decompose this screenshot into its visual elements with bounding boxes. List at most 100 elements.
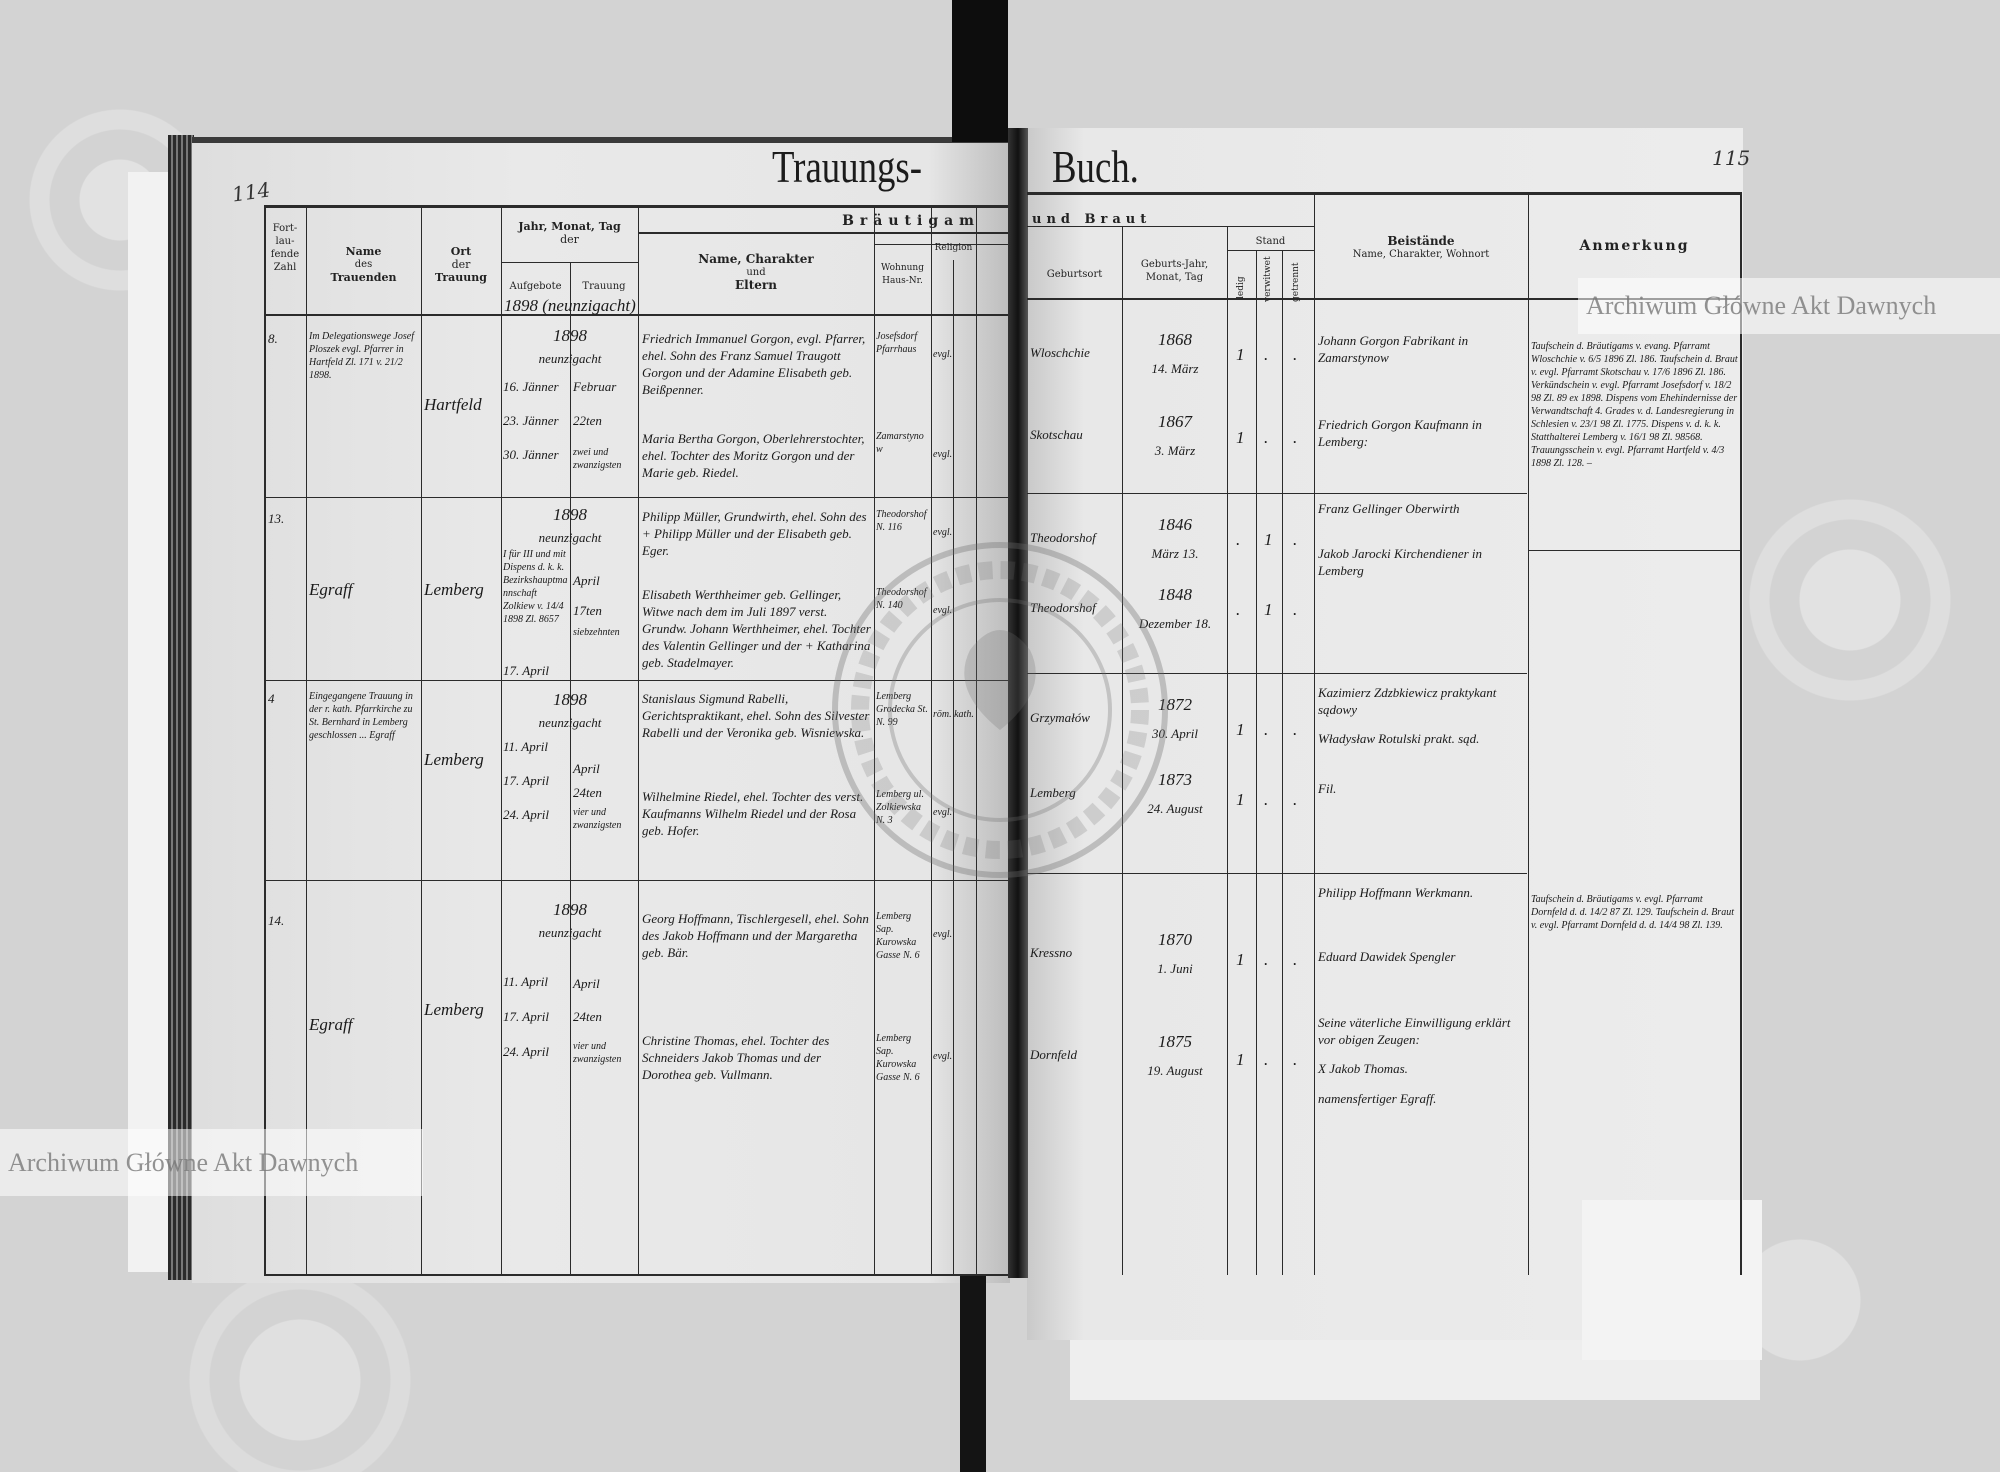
bride-wohnung: Lemberg ul. Zolkiewska N. 3 [876,789,924,826]
table-rule [1027,493,1527,494]
table-rule [1528,550,1741,551]
name-trauenden: Eingegangene Trauung in der r. kath. Pfa… [309,691,413,741]
aufgebot-date: 24. April [503,1044,549,1059]
table-rule [1027,873,1527,874]
trauung-date: zwei und zwanzigsten [573,447,622,471]
bride-wohnung: Theodorshof N. 140 [876,587,927,611]
table-rule [953,260,954,1275]
table-rule [1027,298,1741,300]
header-aufgebote: Aufgebote [509,281,562,292]
stand-mark-verwitwet: . [1264,428,1269,447]
table-rule [1740,192,1742,1275]
trauung-date: April [573,761,600,776]
table-rule [976,208,977,1275]
trauung-year: 1898 [553,326,587,345]
stand-mark-verwitwet: . [1264,720,1269,739]
bride-name-parents: Elisabeth Werthheimer geb. Gellinger, Wi… [642,587,871,670]
table-rule [1027,192,1741,195]
aufgebot-date: 30. Jänner [503,447,559,462]
table-rule [264,205,1008,208]
entry-number: 4 [268,691,275,706]
groom-name-parents: Georg Hoffmann, Tischlergesell, ehel. So… [642,911,869,960]
table-rule [638,208,639,1275]
book-spine [1008,128,1028,1278]
bride-geburt-tag: 19. August [1147,1063,1203,1078]
trauung-year-words: neunzigacht [538,715,602,730]
beistand: Eduard Dawidek Spengler [1318,949,1456,964]
stand-mark-ledig: 1 [1236,1050,1245,1069]
paper-strip [1582,1200,1762,1360]
header-verwitwet: verwitwet [1263,256,1273,303]
header-religion: Religion [934,243,973,253]
header-line: Name [345,245,382,258]
header-name-trauenden: Name des Trauenden [306,245,421,284]
bride-name-parents: Wilhelmine Riedel, ehel. Tochter des ver… [642,789,864,838]
beistand: namensfertiger Egraff. [1318,1091,1437,1106]
groom-wohnung: Josefsdorf Pfarrhaus [876,331,918,355]
name-trauenden: Egraff [309,580,353,599]
table-rule [264,880,1008,881]
beistand: Kazimierz Zdzbkiewicz praktykant sądowy [1318,685,1497,717]
page-title-left: Trauungs- [772,141,922,192]
bride-name-parents: Christine Thomas, ehel. Tochter des Schn… [642,1033,830,1082]
bride-geburtsort: Skotschau [1030,427,1083,442]
table-rule [1227,250,1314,251]
aufgebot-date: 16. Jänner [503,379,559,394]
groom-wohnung: Lemberg Sap. Kurowska Gasse N. 6 [876,911,920,961]
bride-geburt-jahr: 1867 [1158,412,1192,431]
groom-geburtsort: Wloschchie [1030,345,1090,360]
anmerkung: Taufschein d. Bräutigams v. evgl. Pfarra… [1531,894,1734,931]
beistand: Władysław Rotulski prakt. sąd. [1318,731,1480,746]
stand-mark-verwitwet: 1 [1264,530,1273,549]
trauung-year-words: neunzigacht [538,925,602,940]
ort-trauung: Lemberg [424,1000,484,1019]
header-braeutigam: Bräutigam [842,213,980,229]
beistand: Franz Gellinger Oberwirth [1318,501,1460,516]
stand-mark-getrennt: . [1293,345,1298,364]
table-rule [421,208,422,1275]
trauung-date: April [573,976,600,991]
groom-geburt-jahr: 1868 [1158,330,1192,349]
header-ort-trauung: Ort der Trauung [421,245,501,284]
header-fortlaufende-zahl: Fort-lau-fende Zahl [270,223,300,273]
bride-geburt-tag: 3. März [1154,443,1196,458]
stand-mark-ledig: 1 [1236,345,1245,364]
watermark: Archiwum Główne Akt Dawnych [0,1129,423,1196]
trauung-date: siebzehnten [573,627,620,638]
groom-geburt-tag: März 13. [1151,546,1199,561]
table-rule [1314,192,1315,1275]
header-getrennt: getrennt [1291,262,1301,302]
header-datum: Jahr, Monat, Tag der [501,220,638,246]
bride-geburtsort: Theodorshof [1030,600,1096,615]
page-title-right: Buch. [1052,141,1139,192]
table-rule [264,314,1008,316]
bride-geburtsort: Dornfeld [1030,1047,1077,1062]
aufgebot-date: I für III und mit Dispens d. k. k. Bezir… [503,549,568,625]
groom-name-parents: Friedrich Immanuel Gorgon, evgl. Pfarrer… [642,331,866,397]
ort-trauung: Lemberg [424,580,484,599]
header-line: der [560,233,579,246]
aufgebot-date: 24. April [503,807,549,822]
bookmark-ribbon [960,1276,986,1472]
stand-mark-getrennt: . [1293,790,1298,809]
groom-geburtsort: Grzymałów [1030,710,1090,725]
header-anmerkung: Anmerkung [1579,238,1690,254]
left-page [192,137,1010,1283]
stand-mark-verwitwet: . [1264,790,1269,809]
bride-geburt-tag: Dezember 18. [1138,616,1212,631]
groom-geburt-jahr: 1870 [1158,930,1192,949]
bride-religion: evgl. [933,605,953,616]
table-rule [264,497,1008,498]
header-line: Name, Charakter [698,252,814,266]
stand-mark-getrennt: . [1293,530,1298,549]
beistand: X Jakob Thomas. [1318,1061,1408,1076]
header-beistaende: Beistände Name, Charakter, Wohnort [1314,235,1528,261]
stand-mark-verwitwet: . [1264,345,1269,364]
groom-religion: röm. kath. [933,709,974,720]
trauung-date: April [573,573,600,588]
groom-geburtsort: Kressno [1030,945,1073,960]
header-trauung: Trauung [582,281,626,292]
header-line: Beistände [1387,234,1455,248]
stand-mark-ledig: 1 [1236,428,1245,447]
stand-mark-verwitwet: . [1264,1050,1269,1069]
